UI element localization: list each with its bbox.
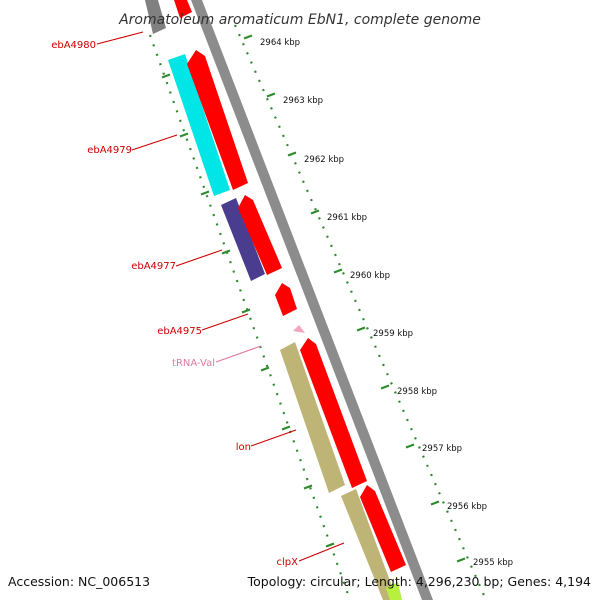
leader-lon xyxy=(250,429,297,447)
gene-label-ebA4979: ebA4979 xyxy=(87,145,132,156)
kbp-label: 2959 kbp xyxy=(373,329,413,339)
kbp-label: 2963 kbp xyxy=(283,96,323,106)
inner-major-tick xyxy=(260,366,270,372)
inner-major-tick xyxy=(303,484,313,490)
kbp-major-tick xyxy=(405,443,415,449)
kbp-major-tick xyxy=(243,34,253,40)
gene-label-lon: lon xyxy=(236,442,251,453)
cyan-feature-ebA4979 xyxy=(168,54,230,196)
gene-labels: ebA4980 ebA4979 ebA4977 ebA4975 tRNA-Val… xyxy=(51,40,298,568)
red-gene-arrow-lon xyxy=(300,338,367,488)
gene-label-clpX: clpX xyxy=(277,557,299,568)
kbp-major-tick xyxy=(430,500,440,506)
red-gene-arrow-ebA4975 xyxy=(275,283,297,316)
red-gene-arrow-clpX xyxy=(360,485,406,572)
lime-feature xyxy=(386,582,402,600)
leader-trna-val xyxy=(215,345,262,363)
gene-label-lines xyxy=(96,31,345,562)
inner-major-tick xyxy=(241,308,251,314)
kbp-label: 2956 kbp xyxy=(447,502,487,512)
inner-major-tick xyxy=(221,249,231,255)
genome-backbone xyxy=(191,0,433,600)
inner-major-tick xyxy=(281,425,291,431)
red-gene-arrow-ebA4980 xyxy=(174,0,192,18)
purple-feature-ebA4977 xyxy=(221,198,265,281)
kbp-major-tick xyxy=(356,326,366,332)
trna-val-feature xyxy=(293,325,305,333)
kbp-major-tick xyxy=(266,92,276,98)
gene-label-ebA4975: ebA4975 xyxy=(157,326,202,337)
gene-features xyxy=(145,0,406,600)
red-gene-arrow-ebA4979 xyxy=(187,50,248,190)
olive-feature-lon xyxy=(280,342,345,493)
kbp-label: 2960 kbp xyxy=(350,271,390,281)
kbp-label: 2964 kbp xyxy=(260,38,300,48)
kbp-label: 2962 kbp xyxy=(304,155,344,165)
map-title: Aromatoleum aromaticum EbN1, complete ge… xyxy=(118,12,481,28)
gene-label-ebA4977: ebA4977 xyxy=(131,261,176,272)
inner-major-tick xyxy=(179,132,189,138)
kbp-major-tick xyxy=(333,268,343,274)
gray-feature-ebA4980 xyxy=(145,0,166,34)
gene-label-ebA4980: ebA4980 xyxy=(51,40,96,51)
red-gene-arrow-ebA4977 xyxy=(238,195,282,275)
genome-summary-text: Topology: circular; Length: 4,296,230 bp… xyxy=(247,574,591,589)
kbp-label: 2955 kbp xyxy=(473,558,513,568)
inner-major-tick xyxy=(161,73,171,79)
leader-ebA4980 xyxy=(96,31,144,45)
leader-clpX xyxy=(298,542,345,562)
inner-major-tick xyxy=(200,190,210,196)
kbp-label: 2957 kbp xyxy=(422,444,462,454)
gene-label-trna-val: tRNA-Val xyxy=(172,358,215,369)
kbp-label: 2958 kbp xyxy=(397,387,437,397)
tick-rows xyxy=(148,24,488,600)
olive-feature-clpX xyxy=(341,489,397,600)
kbp-major-tick xyxy=(456,557,466,563)
leader-ebA4979 xyxy=(131,134,178,151)
inner-major-tick xyxy=(325,542,335,548)
kbp-labels: 2964 kbp 2963 kbp 2962 kbp 2961 kbp 2960… xyxy=(260,38,513,568)
kbp-major-tick xyxy=(287,151,297,157)
accession-text: Accession: NC_006513 xyxy=(8,574,150,589)
kbp-label: 2961 kbp xyxy=(327,213,367,223)
backbone-line xyxy=(191,0,433,600)
kbp-major-tick xyxy=(310,209,320,215)
leader-ebA4975 xyxy=(201,313,249,331)
leader-ebA4977 xyxy=(175,249,223,267)
kbp-major-tick xyxy=(380,384,390,390)
